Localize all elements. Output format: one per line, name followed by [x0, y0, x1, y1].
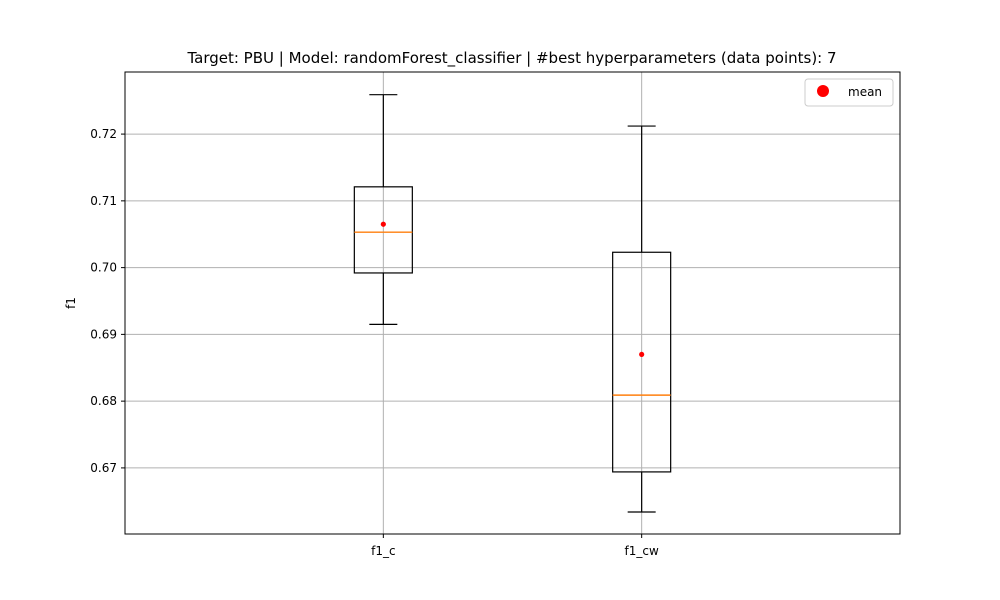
mean-marker: [639, 351, 645, 358]
grid-lines: [125, 72, 900, 534]
legend: mean: [804, 78, 894, 107]
x-tick-label: f1_cw: [625, 544, 659, 558]
mean-marker: [380, 221, 386, 227]
legend-mean-label: mean: [848, 85, 882, 99]
y-axis-label: f1: [64, 297, 78, 309]
x-tick-label: f1_c: [371, 544, 395, 558]
x-axis: f1_c f1_cw: [371, 534, 659, 558]
y-axis: 0.67 0.68 0.69 0.70 0.71 0.72: [90, 127, 125, 475]
box-group: [353, 94, 672, 513]
iqr-box: [612, 251, 672, 473]
plot-area-frame: [124, 71, 901, 535]
y-tick-label: 0.72: [90, 127, 117, 141]
chart-title: Target: PBU | Model: randomForest_classi…: [186, 49, 836, 68]
y-tick-label: 0.71: [90, 194, 117, 208]
legend-mean-marker: [817, 85, 829, 97]
box-f1_c: [353, 94, 413, 325]
y-tick-label: 0.67: [90, 461, 117, 475]
y-tick-label: 0.69: [90, 327, 117, 341]
iqr-box: [353, 186, 413, 274]
y-tick-label: 0.70: [90, 261, 117, 275]
legend-frame: [804, 78, 894, 107]
y-tick-label: 0.68: [90, 394, 117, 408]
box-f1_cw: [612, 125, 672, 513]
